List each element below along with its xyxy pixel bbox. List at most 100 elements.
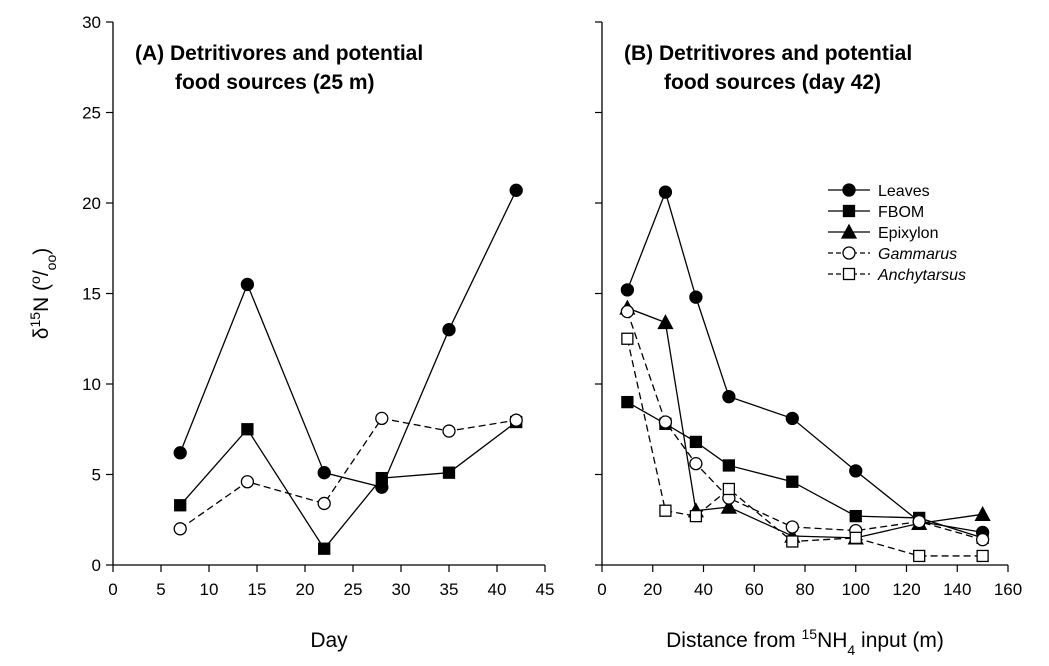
marker [689,435,703,449]
x-axis-label: Distance from 15NH4 input (m) [666,626,944,658]
series-line [626,190,983,534]
label-part: NH [817,629,847,652]
marker [720,498,737,514]
marker [657,314,674,330]
chart-title: food sources (25 m) [175,71,375,94]
x-tick-label: 80 [796,580,815,599]
marker [620,283,635,297]
marker [912,514,926,529]
panel: 0 20 40 60 80 100 120 140 160 (B) Detritivores an… [595,21,1022,658]
marker [509,183,523,197]
y-axis-label: δ15N (o/oo) [27,248,59,340]
series-line [179,417,517,530]
marker [689,456,703,471]
label-part: o [27,276,43,284]
marker [241,423,254,436]
x-tick-label: 15 [248,580,267,599]
marker [842,267,856,281]
legend-label: FBOM [878,204,924,221]
x-tick-label: 20 [296,580,315,599]
marker [786,475,799,488]
y-tick-label: 15 [82,285,101,304]
marker [442,323,456,337]
marker [842,204,856,218]
marker [240,277,255,292]
label-part: 15 [27,312,43,328]
marker [658,185,673,199]
chart-title: food sources (day 42) [664,71,881,94]
marker [317,466,331,480]
x-tick-label: 35 [440,580,459,599]
marker [975,533,990,547]
chart-title: (A) Detritivores and potential [135,42,423,65]
marker [785,411,799,426]
x-tick-label: 0 [108,580,117,599]
series-line [627,401,983,539]
x-tick-label: 10 [200,580,219,599]
legend-label: Gammarus [878,246,957,263]
marker [722,390,736,404]
marker [689,509,703,523]
y-tick-label: 30 [82,13,101,32]
marker [785,520,799,534]
marker [849,464,863,478]
panel: 0 5 10 15 20 25 30 0 5 10 15 20 25 30 35 40 45 (A) Detrit… [27,13,554,652]
x-tick-label: 160 [994,580,1022,599]
label-part: / [30,270,53,276]
label-part: 15 [801,626,817,642]
x-tick-label: 20 [643,580,662,599]
label-part: input (m) [855,629,944,652]
marker [976,549,989,563]
legend-label: Leaves [878,183,930,200]
label-part: oo [43,255,59,271]
y-tick-label: 10 [82,375,101,394]
y-tick-label: 25 [82,104,101,123]
y-tick-label: 5 [92,466,101,485]
y-tick-label: 20 [82,194,101,213]
x-tick-label: 60 [745,580,764,599]
chart-title: (B) Detritivores and potential [624,42,912,65]
y-tick-label: 0 [92,556,101,575]
series-line [626,311,983,541]
series-line [179,190,517,488]
marker [442,466,456,479]
x-tick-label: 40 [694,580,713,599]
marker [621,395,634,409]
marker [842,246,856,260]
label-part: ) [30,248,53,255]
marker [375,411,389,426]
marker [786,535,799,548]
legend-label: Anchytarsus [877,267,966,284]
x-tick-label: 0 [597,580,606,599]
marker [913,549,926,563]
marker [840,223,858,239]
marker [173,446,187,460]
x-tick-label: 5 [156,580,165,599]
label-part: Day [310,629,348,652]
x-tick-label: 30 [392,580,411,599]
label-part: δ [30,328,53,340]
marker [174,499,187,512]
marker [659,504,672,517]
marker [173,522,187,536]
marker [318,542,331,555]
label-part: N ( [30,284,53,312]
label-part: 4 [847,642,855,658]
marker [509,413,523,427]
x-axis-label: Day [310,629,348,652]
marker [722,459,736,472]
marker [722,482,736,496]
legend-label: Epixylon [878,225,938,242]
x-tick-label: 25 [344,580,363,599]
marker [240,475,255,489]
label-part: Distance from [666,629,801,652]
marker [842,183,856,197]
marker [658,415,673,429]
marker [317,496,331,511]
x-tick-label: 100 [842,580,870,599]
series-line [179,421,517,550]
marker [621,332,634,345]
marker [974,505,991,521]
x-tick-label: 45 [536,580,555,599]
